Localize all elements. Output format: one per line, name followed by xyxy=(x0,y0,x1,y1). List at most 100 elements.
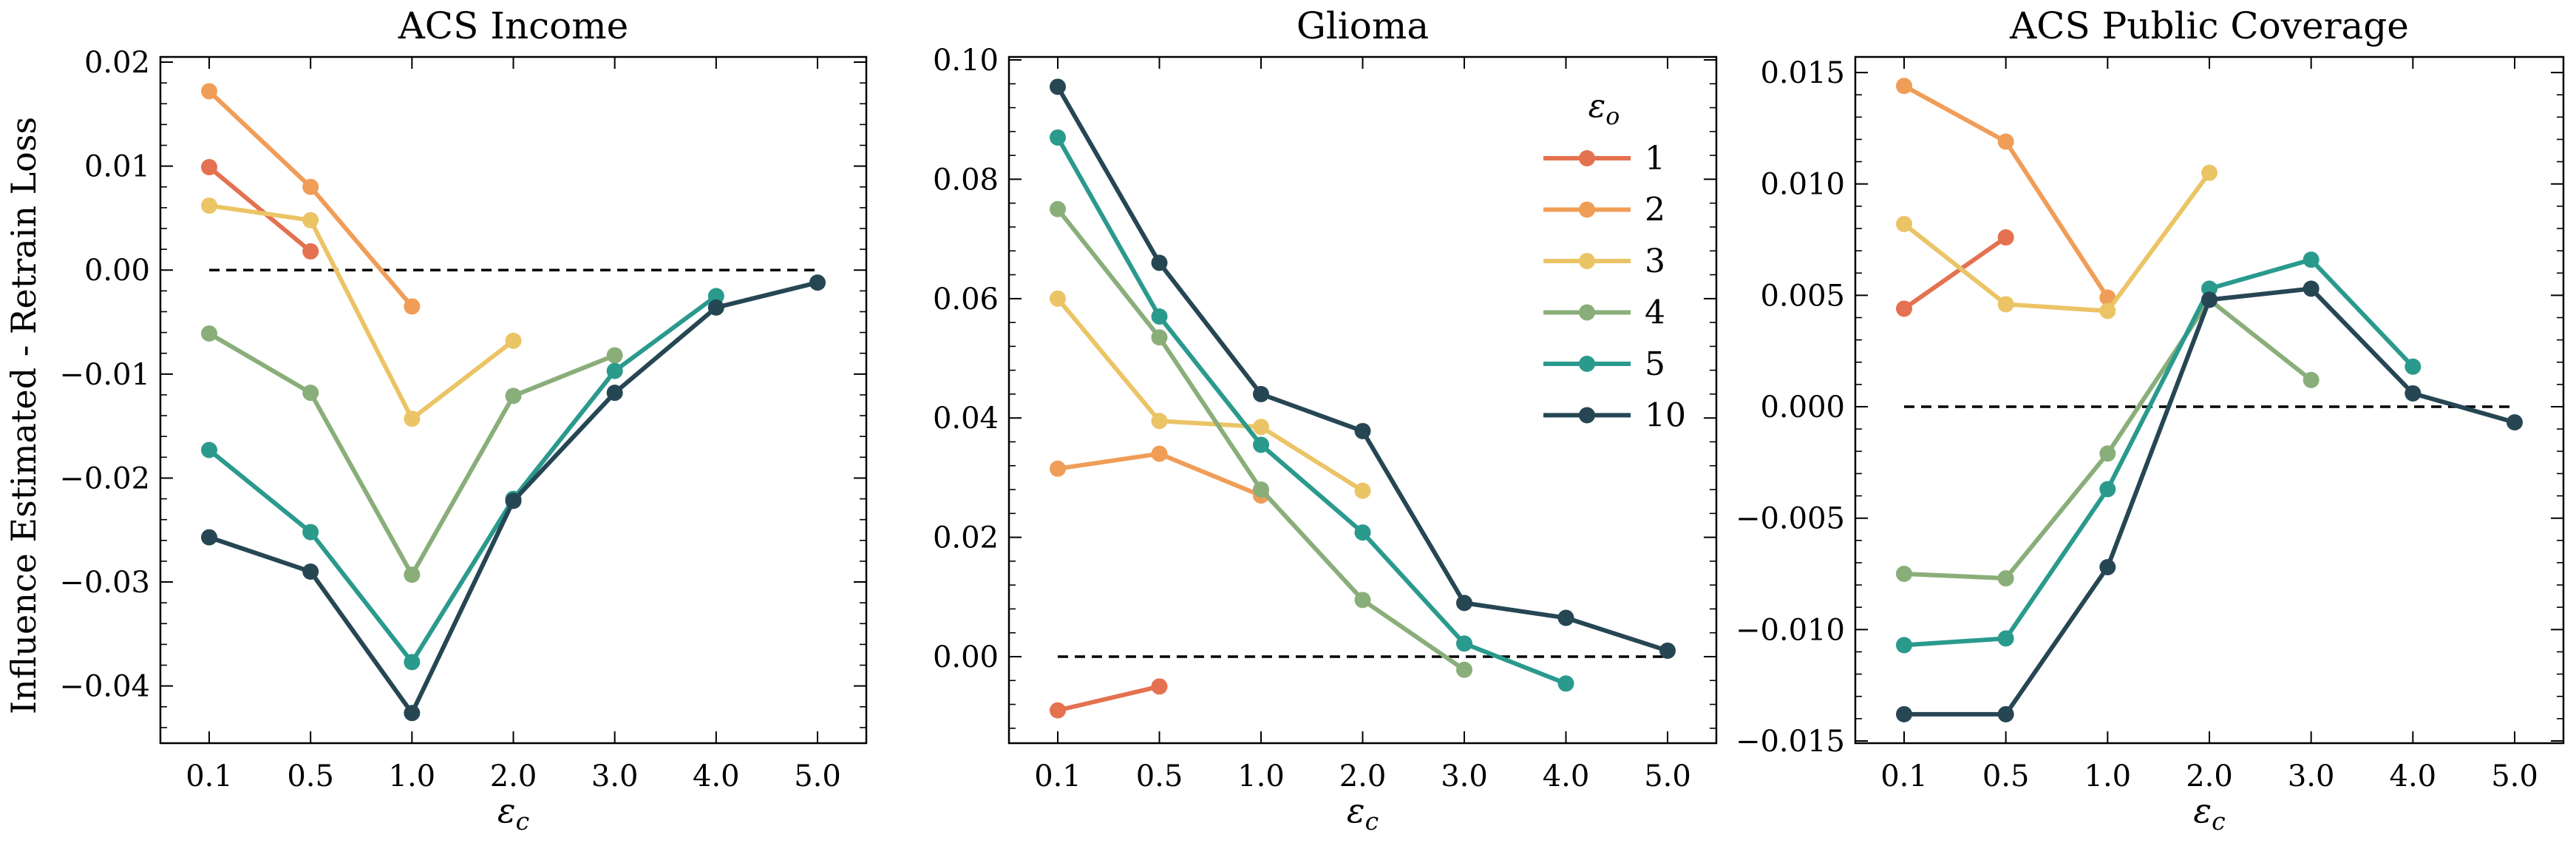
data-point xyxy=(2099,481,2116,498)
data-point xyxy=(1151,329,1168,346)
data-point xyxy=(1997,229,2014,246)
y-tick-label: 0.02 xyxy=(84,46,150,80)
series-line-1 xyxy=(1902,235,2008,311)
y-tick-label: −0.010 xyxy=(1736,613,1845,647)
x-axis-label: εc xyxy=(2193,790,2225,836)
data-point xyxy=(302,524,319,541)
data-point xyxy=(1896,566,1912,583)
data-point xyxy=(201,197,217,214)
x-tick-label: 2.0 xyxy=(1339,759,1387,793)
series-line-5 xyxy=(1902,257,2416,648)
series-line-2 xyxy=(207,89,415,309)
x-tick-label: 2.0 xyxy=(490,759,537,793)
data-point xyxy=(2303,280,2320,297)
data-point xyxy=(1253,481,1269,498)
data-point xyxy=(1354,482,1371,499)
data-point xyxy=(302,563,319,580)
legend-entry-label: 10 xyxy=(1645,397,1686,435)
data-point xyxy=(809,274,826,291)
y-tick-label: −0.01 xyxy=(59,358,150,392)
data-point xyxy=(1050,129,1066,146)
y-tick-label: −0.03 xyxy=(59,566,150,600)
x-tick-label: 2.0 xyxy=(2186,759,2233,793)
x-axis-label: εc xyxy=(497,790,529,836)
data-point xyxy=(1456,595,1472,612)
data-point xyxy=(2201,280,2218,297)
data-point xyxy=(302,385,319,402)
series-4 xyxy=(1896,291,2320,587)
series-line-10 xyxy=(1056,84,1670,653)
x-tick-label: 0.5 xyxy=(1982,759,2030,793)
series-1 xyxy=(1050,678,1168,719)
data-point xyxy=(302,211,319,228)
data-point xyxy=(1896,300,1912,317)
data-point xyxy=(1151,678,1168,695)
series-4 xyxy=(201,325,623,583)
data-point xyxy=(404,654,421,671)
data-point xyxy=(2201,164,2218,181)
legend-entry-label: 4 xyxy=(1645,294,1665,332)
legend-entry-label: 3 xyxy=(1645,243,1665,280)
data-point xyxy=(1997,705,2014,722)
x-tick-label: 1.0 xyxy=(2084,759,2132,793)
data-point xyxy=(1050,702,1066,719)
data-point xyxy=(1354,592,1371,609)
data-point xyxy=(201,159,217,176)
legend-swatch-marker xyxy=(1579,304,1595,321)
data-point xyxy=(606,347,623,364)
y-tick-label: 0.010 xyxy=(1760,168,1845,202)
data-point xyxy=(1253,385,1269,402)
legend-entry-label: 2 xyxy=(1645,192,1665,229)
y-tick-label: 0.00 xyxy=(933,640,999,674)
y-tick-label: −0.04 xyxy=(59,670,150,704)
panel-3: ACS Public Coverage 0.1 0.5 1.0 2.0 3.0 4.0 5.0… xyxy=(1736,4,2565,836)
x-tick-label: 1.0 xyxy=(1237,759,1285,793)
data-point xyxy=(1557,675,1574,692)
data-point xyxy=(404,410,421,427)
data-point xyxy=(1456,635,1472,652)
data-point xyxy=(1896,215,1912,232)
data-point xyxy=(505,492,522,509)
y-tick-label: 0.10 xyxy=(933,44,999,78)
x-tick-label: 3.0 xyxy=(1441,759,1488,793)
series-5 xyxy=(201,288,724,671)
series-3 xyxy=(201,197,522,427)
data-point xyxy=(1557,609,1574,626)
data-point xyxy=(606,362,623,379)
data-point xyxy=(606,385,623,402)
series-line-3 xyxy=(207,203,516,422)
y-tick-label: 0.04 xyxy=(933,402,999,436)
data-point xyxy=(2507,414,2523,431)
x-tick-label: 4.0 xyxy=(1543,759,1590,793)
data-point xyxy=(1050,78,1066,95)
series-1 xyxy=(1896,229,2014,317)
data-point xyxy=(2303,251,2320,268)
y-tick-label: 0.02 xyxy=(933,521,999,555)
y-tick-label: −0.005 xyxy=(1736,502,1845,536)
series-line-10 xyxy=(1902,286,2517,717)
series-10 xyxy=(1896,280,2523,722)
data-point xyxy=(707,288,724,305)
data-point xyxy=(1151,254,1168,271)
series-2 xyxy=(201,83,421,315)
chart-title: Glioma xyxy=(1297,4,1429,47)
data-point xyxy=(1997,296,2014,313)
data-point xyxy=(1151,308,1168,325)
y-tick-label: 0.06 xyxy=(933,282,999,316)
data-point xyxy=(1253,436,1269,453)
legend-swatch-marker xyxy=(1579,407,1595,424)
data-point xyxy=(404,298,421,315)
series-3 xyxy=(1896,164,2218,319)
series-line-3 xyxy=(1056,296,1365,493)
data-point xyxy=(201,441,217,458)
series-line-1 xyxy=(1056,684,1162,713)
data-point xyxy=(2201,291,2218,308)
data-point xyxy=(2099,289,2116,306)
panel-2: Glioma 0.1 0.5 1.0 2.0 3.0 4.0 5.0 εc 0.00 0.02 0.0… xyxy=(933,4,1718,836)
data-point xyxy=(1253,419,1269,436)
data-point xyxy=(404,705,421,722)
panel-1: ACS Income 0.1 0.5 1.0 2.0 3.0 4.0 5.0 εc −0.04 −0… xyxy=(59,4,868,836)
data-point xyxy=(1354,524,1371,541)
data-point xyxy=(1896,705,1912,722)
legend-swatch-marker xyxy=(1579,253,1595,269)
